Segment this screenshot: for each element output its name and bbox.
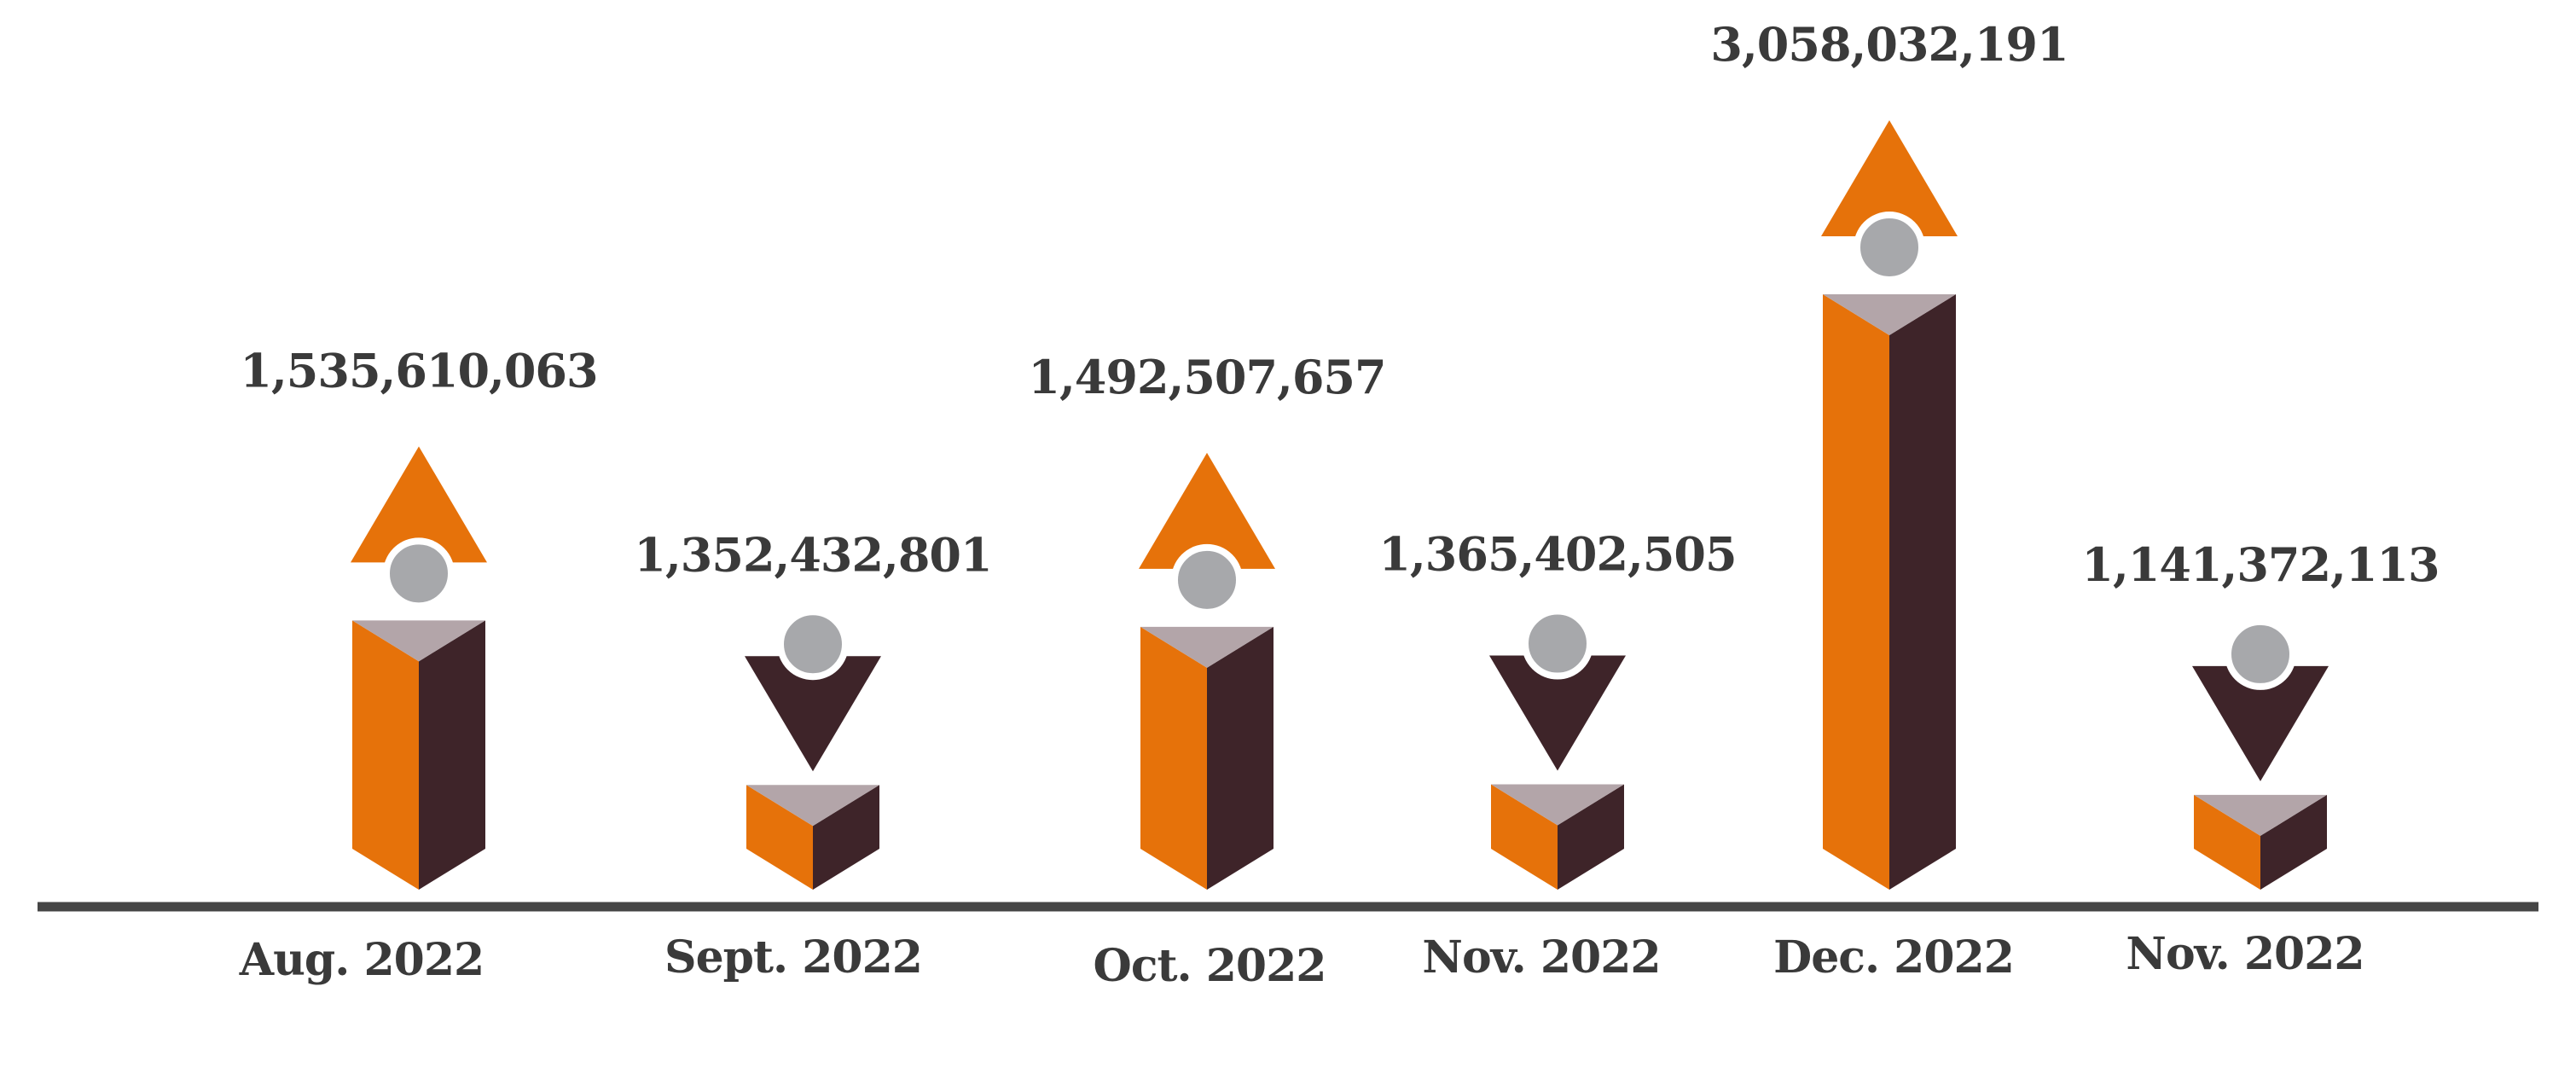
value-label: 1,492,507,657 [1028, 350, 1385, 404]
bar-top-face [1823, 294, 1956, 335]
arrow-down-icon [1489, 655, 1626, 771]
bar-top-face [746, 785, 879, 827]
bar-side-face [1207, 626, 1273, 890]
trend-down-icon [2192, 618, 2329, 781]
category-label: Sept. 2022 [664, 931, 922, 983]
bar-1 [351, 446, 487, 890]
labels-group: 1,535,610,063 Aug. 2022 1,352,432,801 Sept.… [239, 17, 2440, 992]
category-label: Nov. 2022 [2126, 928, 2364, 980]
trend-down-icon [745, 608, 881, 772]
bar-front-face [352, 620, 419, 890]
trend-down-icon [1489, 607, 1626, 771]
bar-front-face [1140, 626, 1207, 890]
arrow-up-icon [351, 446, 487, 563]
arrow-down-icon [745, 656, 881, 772]
bar-side-face [2260, 794, 2327, 890]
circle-icon [1171, 543, 1243, 616]
arrow-up-icon [1821, 120, 1958, 236]
circle-icon [1522, 607, 1593, 680]
circle-icon [1854, 212, 1925, 283]
bar-top-face [2194, 794, 2327, 836]
bar-5 [1821, 120, 1958, 890]
trend-up-icon [1139, 452, 1275, 616]
category-label: Aug. 2022 [239, 934, 484, 986]
bar-3 [1139, 452, 1275, 890]
circle-icon [777, 608, 849, 681]
value-label: 1,141,372,113 [2081, 537, 2439, 592]
bar-side-face [419, 620, 485, 890]
bar-side-face [1558, 784, 1624, 890]
value-label: 1,365,402,505 [1378, 527, 1736, 582]
category-label: Oct. 2022 [1094, 940, 1326, 992]
bar-front-face [1823, 294, 1889, 890]
bar-front-face [746, 785, 813, 890]
circle-icon [383, 537, 455, 610]
bar-2 [745, 608, 881, 890]
value-label: 1,352,432,801 [634, 527, 991, 582]
bar-front-face [1491, 784, 1558, 890]
bar-top-face [352, 620, 485, 662]
trend-up-icon [351, 446, 487, 610]
bar-side-face [813, 785, 879, 890]
bar-6 [2192, 618, 2329, 890]
value-label: 3,058,032,191 [1710, 17, 2068, 72]
value-label: 1,535,610,063 [240, 343, 597, 397]
bar-4 [1489, 607, 1626, 890]
trend-up-icon [1821, 120, 1958, 283]
category-label: Dec. 2022 [1773, 931, 2014, 983]
bars-group [351, 120, 2329, 890]
arrow-down-icon [2192, 665, 2329, 781]
category-label: Nov. 2022 [1422, 931, 1660, 983]
arrow-up-icon [1139, 452, 1275, 569]
bar-top-face [1140, 626, 1273, 668]
bar-top-face [1491, 784, 1624, 826]
bar-front-face [2194, 794, 2260, 890]
circle-icon [2225, 618, 2296, 690]
bar-side-face [1889, 294, 1956, 890]
